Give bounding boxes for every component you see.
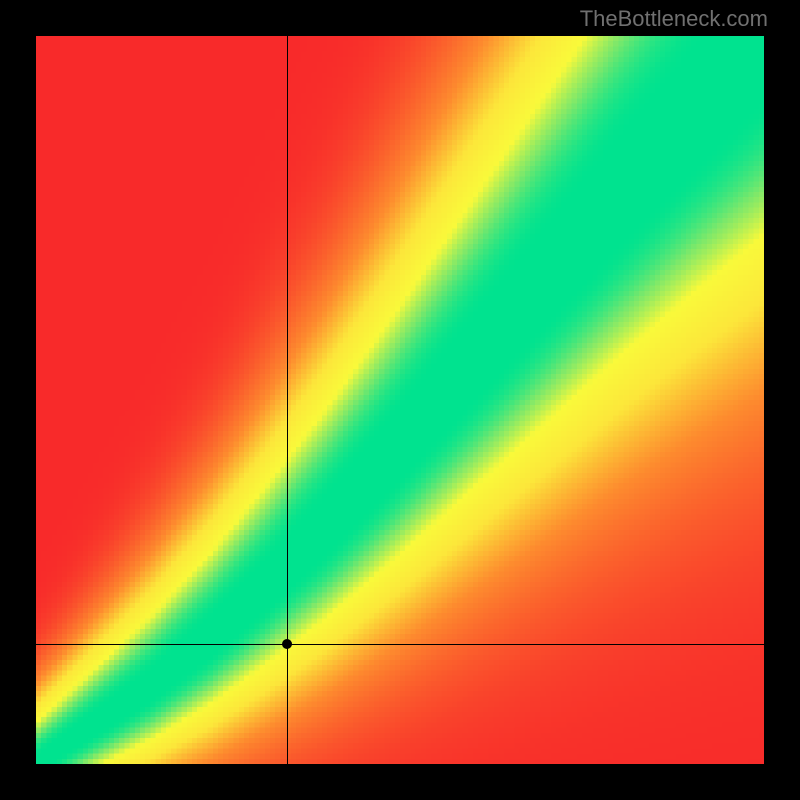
selected-point-marker (282, 639, 292, 649)
watermark-text: TheBottleneck.com (580, 6, 768, 32)
crosshair-horizontal (36, 644, 764, 645)
plot-area (36, 36, 764, 764)
bottleneck-heatmap (36, 36, 764, 764)
crosshair-vertical (287, 36, 288, 764)
